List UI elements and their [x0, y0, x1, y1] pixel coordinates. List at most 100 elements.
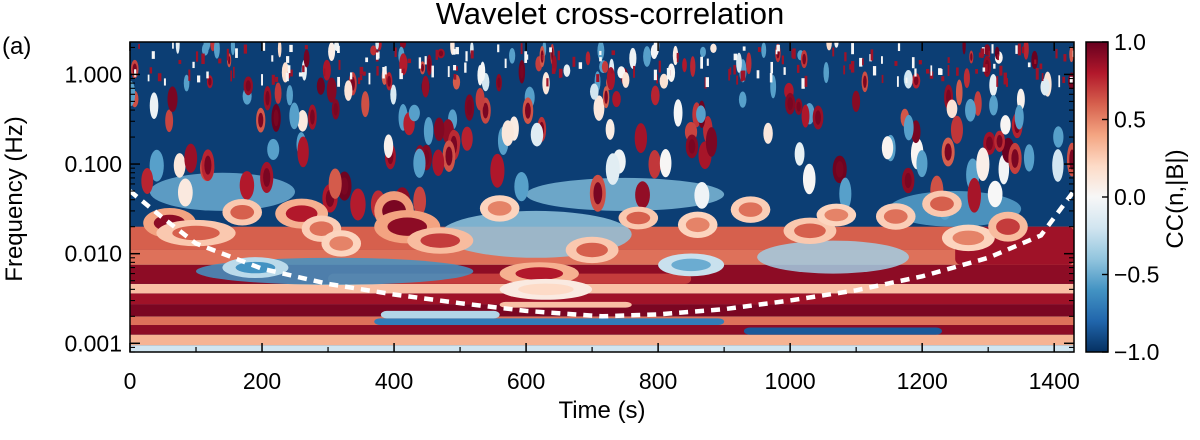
heatmap-top-streak — [756, 70, 760, 79]
heatmap-top-streak — [147, 74, 150, 82]
heatmap-top-streak — [287, 71, 291, 79]
colorbar: 1.0 0.5 0.0 −0.5 −1.0 CC(n,|B|) — [1085, 29, 1189, 365]
heatmap-texture-blob — [149, 92, 159, 120]
heatmap-top-streak — [557, 50, 561, 61]
heatmap-texture-blob — [1069, 46, 1074, 63]
heatmap-top-streak — [357, 77, 361, 84]
heatmap-top-streak — [365, 57, 369, 63]
heatmap-blob-9 — [487, 201, 512, 216]
heatmap-top-streak — [465, 51, 468, 62]
heatmap-texture-core — [1011, 149, 1019, 168]
heatmap-texture-blob — [297, 110, 308, 132]
heatmap-top-streak — [930, 65, 933, 76]
heatmap-top-streak — [261, 74, 263, 86]
heatmap-top-streak — [914, 68, 917, 77]
heatmap-texture-blob — [690, 56, 696, 77]
heatmap-texture-blob — [501, 120, 514, 146]
heatmap-top-streak — [843, 65, 846, 75]
heatmap-texture-blob — [761, 42, 767, 58]
colorbar-label: CC(n,|B|) — [1162, 149, 1189, 248]
heatmap-blob-15 — [794, 223, 826, 239]
heatmap-texture-blob — [375, 42, 379, 50]
heatmap-texture-core — [986, 136, 993, 151]
heatmap-texture-blob — [710, 43, 717, 53]
heatmap-top-streak — [262, 42, 266, 51]
heatmap-top-streak — [230, 70, 232, 82]
heatmap-texture-blob — [904, 70, 913, 89]
heatmap-texture-blob — [839, 177, 852, 210]
heatmap-texture-blob — [916, 150, 928, 178]
heatmap-texture-blob — [326, 77, 337, 103]
heatmap-top-streak — [559, 69, 561, 79]
heatmap-top-streak — [996, 75, 999, 87]
heatmap-texture-blob — [965, 98, 976, 122]
heatmap-mid-region-1 — [757, 240, 909, 274]
heatmap-texture-blob — [344, 80, 353, 101]
heatmap-texture-blob — [605, 153, 620, 185]
x-axis-label: Time (s) — [558, 397, 645, 424]
heatmap-texture-blob — [183, 74, 190, 92]
heatmap-top-streak — [741, 70, 746, 81]
heatmap-top-streak — [832, 47, 835, 57]
heatmap-texture-blob — [802, 163, 816, 195]
heatmap-top-streak — [757, 47, 761, 52]
heatmap-texture-core — [427, 58, 431, 72]
heatmap-top-streak — [658, 60, 661, 73]
heatmap-texture-blob — [433, 117, 445, 142]
colorbar-ticks: 1.0 0.5 0.0 −0.5 −1.0 — [1102, 29, 1159, 365]
heatmap-texture-blob — [629, 47, 637, 69]
heatmap-texture-blob — [383, 134, 394, 159]
heatmap-texture-core — [265, 90, 270, 106]
heatmap-top-streak — [233, 66, 235, 79]
heatmap-texture-core — [466, 99, 473, 116]
heatmap-top-streak — [453, 64, 457, 71]
y-axis: 0.001 0.010 0.100 1.000 — [64, 46, 1074, 356]
heatmap-texture-blob — [622, 72, 630, 88]
x-tick-label-6: 1200 — [897, 368, 948, 394]
heatmap-top-streak — [1027, 62, 1031, 68]
heatmap-texture-blob — [673, 99, 683, 127]
heatmap-top-streak — [394, 47, 397, 58]
heatmap-top-streak — [999, 65, 1003, 76]
heatmap-top-streak — [195, 51, 199, 62]
x-tick-label-1: 200 — [243, 368, 281, 394]
heatmap-texture-blob — [634, 123, 648, 154]
heatmap-texture-blob — [903, 114, 914, 141]
heatmap-texture-blob — [963, 68, 970, 89]
heatmap-texture-blob — [203, 42, 211, 52]
heatmap-top-streak — [775, 49, 778, 55]
heatmap-texture-blob — [1000, 115, 1011, 135]
heatmap-top-streak — [736, 75, 739, 85]
heatmap-top-streak — [776, 44, 780, 52]
heatmap-top-streak — [729, 67, 732, 75]
x-tick-label-0: 0 — [124, 368, 137, 394]
heatmap-top-streak — [939, 68, 943, 75]
heatmap-blob-18 — [930, 196, 954, 212]
heatmap-blob-4 — [309, 221, 334, 236]
heatmap-top-streak — [897, 43, 901, 52]
heatmap-texture-core — [204, 155, 212, 175]
heatmap-top-streak — [163, 78, 166, 86]
heatmap-texture-blob — [696, 105, 706, 124]
y-axis-label: Frequency (Hz) — [1, 116, 28, 281]
heatmap-top-streak — [700, 56, 703, 69]
heatmap-texture-core — [815, 110, 821, 125]
heatmap-texture-blob — [593, 95, 605, 121]
heatmap-top-streak — [911, 57, 915, 69]
heatmap-band-3 — [130, 304, 1074, 317]
heatmap-texture-core — [421, 63, 425, 72]
heatmap-top-streak — [896, 76, 899, 87]
heatmap-texture-blob — [763, 122, 773, 144]
heatmap-texture-blob — [705, 127, 718, 157]
heatmap-top-streak — [1069, 76, 1073, 83]
heatmap-texture-blob — [303, 49, 310, 68]
heatmap-top-streak — [849, 64, 852, 70]
heatmap-texture-blob — [946, 99, 958, 119]
heatmap-top-streak — [991, 44, 994, 54]
heatmap-texture-blob — [1016, 88, 1025, 111]
heatmap-texture-blob — [421, 75, 430, 98]
plot-frame — [129, 41, 1075, 353]
heatmap-top-streak — [399, 68, 403, 80]
heatmap-texture-core — [497, 77, 501, 88]
heatmap-top-streak — [188, 69, 191, 81]
